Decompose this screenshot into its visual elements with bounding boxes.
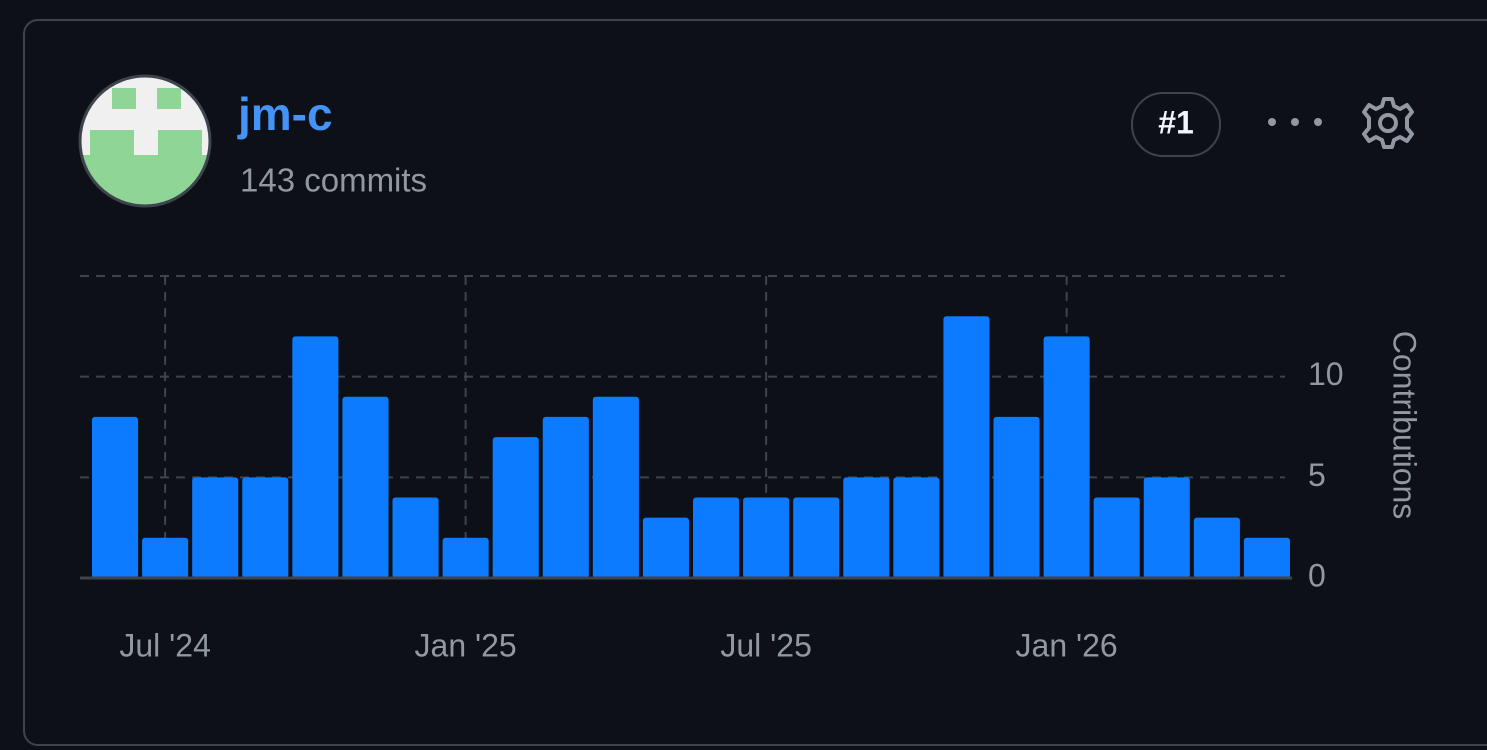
avatar[interactable] bbox=[79, 75, 211, 207]
bar bbox=[1043, 336, 1090, 578]
settings-button[interactable] bbox=[1362, 97, 1414, 149]
bar bbox=[492, 437, 539, 578]
bar bbox=[342, 396, 389, 578]
user-name[interactable]: jm-c bbox=[237, 88, 333, 140]
bar bbox=[1093, 497, 1140, 578]
x-tick-label: Jan '25 bbox=[415, 627, 517, 663]
bar bbox=[292, 336, 339, 578]
bar bbox=[142, 537, 189, 578]
bar bbox=[392, 497, 439, 578]
commit-count: 143 commits bbox=[240, 162, 427, 199]
bar bbox=[1143, 477, 1190, 578]
bar bbox=[642, 517, 689, 578]
bar bbox=[793, 497, 840, 578]
bar bbox=[893, 477, 940, 578]
bar bbox=[1193, 517, 1240, 578]
bar bbox=[993, 416, 1040, 578]
avatar-ring bbox=[78, 74, 212, 208]
bar bbox=[242, 477, 289, 578]
rank-badge bbox=[1131, 92, 1221, 157]
bar bbox=[92, 416, 139, 578]
bar bbox=[442, 537, 489, 578]
y-axis-title: Contributions bbox=[1387, 331, 1423, 520]
bar bbox=[693, 497, 740, 578]
bar bbox=[192, 477, 239, 578]
bar bbox=[542, 416, 589, 578]
x-tick-label: Jul '25 bbox=[720, 627, 812, 663]
bar bbox=[843, 477, 890, 578]
rank-label: #1 bbox=[1158, 104, 1194, 140]
y-tick-label: 5 bbox=[1308, 457, 1326, 493]
bar bbox=[1243, 537, 1290, 578]
x-tick-label: Jul '24 bbox=[119, 627, 211, 663]
x-tick-label: Jan '26 bbox=[1016, 627, 1118, 663]
bar bbox=[743, 497, 790, 578]
y-tick-label: 10 bbox=[1308, 356, 1344, 392]
bar bbox=[943, 316, 990, 578]
bar bbox=[592, 396, 639, 578]
more-button[interactable] bbox=[1268, 118, 1322, 126]
y-tick-label: 0 bbox=[1308, 557, 1326, 593]
